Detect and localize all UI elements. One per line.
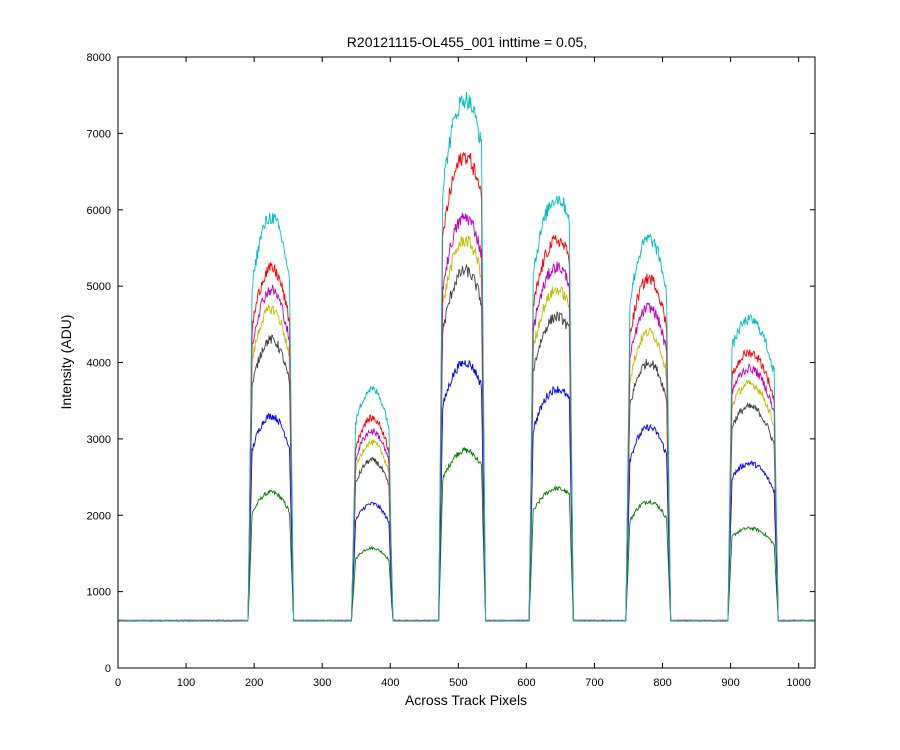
x-tick-label: 600 bbox=[517, 677, 535, 689]
chart-title: R20121115-OL455_001 inttime = 0.05, bbox=[347, 34, 587, 50]
x-tick-label: 400 bbox=[381, 677, 399, 689]
y-axis: 0 1000 2000 3000 4000 5000 6000 7000 8000 bbox=[87, 52, 815, 675]
axes-box bbox=[117, 56, 816, 669]
x-tick-label: 700 bbox=[585, 677, 603, 689]
series-line-5 bbox=[117, 212, 816, 622]
x-tick-label: 900 bbox=[721, 677, 739, 689]
series-line-3 bbox=[117, 263, 816, 622]
series-line-6 bbox=[117, 151, 816, 623]
series-line-1 bbox=[117, 446, 816, 622]
y-tick-label: 0 bbox=[105, 663, 111, 675]
y-tick-label: 6000 bbox=[87, 205, 111, 217]
series-line-4 bbox=[117, 235, 816, 622]
x-tick-label: 500 bbox=[449, 677, 467, 689]
series-line-2 bbox=[117, 359, 816, 622]
y-tick-label: 1000 bbox=[87, 587, 111, 599]
x-tick-label: 1000 bbox=[786, 677, 810, 689]
x-tick-label: 200 bbox=[245, 677, 263, 689]
series-line-7 bbox=[117, 91, 816, 622]
x-tick-label: 100 bbox=[177, 677, 195, 689]
x-axis-title: Across Track Pixels bbox=[405, 692, 527, 708]
y-tick-label: 3000 bbox=[87, 434, 111, 446]
y-tick-label: 2000 bbox=[87, 510, 111, 522]
y-tick-label: 7000 bbox=[87, 128, 111, 140]
x-tick-label: 300 bbox=[313, 677, 331, 689]
y-tick-label: 5000 bbox=[87, 281, 111, 293]
series-layer bbox=[117, 91, 816, 623]
y-axis-title: Intensity (ADU) bbox=[58, 315, 74, 410]
x-tick-label: 800 bbox=[653, 677, 671, 689]
y-tick-label: 4000 bbox=[87, 358, 111, 370]
y-tick-label: 8000 bbox=[87, 52, 111, 64]
x-axis: 0 100 200 300 400 500 600 700 800 900 1000 bbox=[115, 57, 811, 689]
x-tick-label: 0 bbox=[115, 677, 121, 689]
